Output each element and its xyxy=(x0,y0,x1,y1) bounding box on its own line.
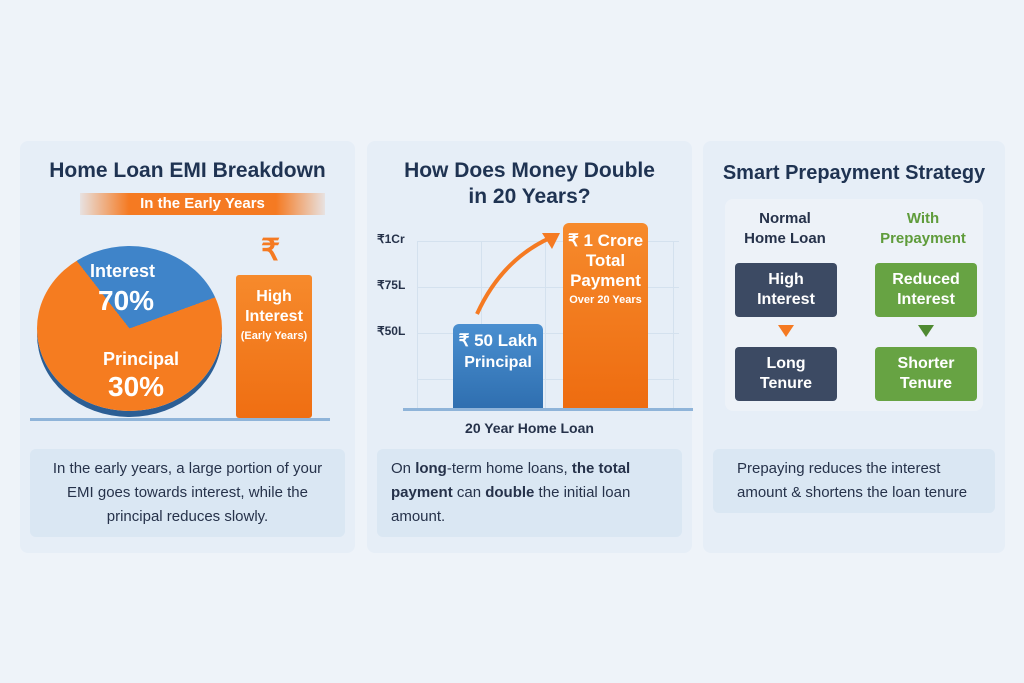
growth-arrow-icon xyxy=(475,233,560,315)
high-interest-bar: High Interest (Early Years) xyxy=(236,275,312,418)
desc-text: -term home loans, xyxy=(446,460,572,477)
bar-line: (Early Years) xyxy=(240,330,308,342)
prepayment-strategy-card: Smart Prepayment Strategy Normal Home Lo… xyxy=(703,141,1005,553)
description: Prepaying reduces the interest amount & … xyxy=(713,449,995,513)
title-line: in 20 Years? xyxy=(468,185,591,208)
early-years-banner: In the Early Years xyxy=(80,193,325,215)
head-line: With xyxy=(906,210,940,227)
desc-text: the initial loan amount. xyxy=(391,484,631,525)
description: On long-term home loans, the total payme… xyxy=(377,449,682,537)
money-double-card: How Does Money Double in 20 Years? ₹1Cr … xyxy=(367,141,693,553)
rupee-icon: ₹ xyxy=(261,234,281,267)
desc-bold: long xyxy=(415,460,447,477)
y-tick: ₹50L xyxy=(377,324,406,338)
baseline xyxy=(30,418,330,421)
comparison-panel: Normal Home Loan With Prepayment High Int… xyxy=(725,199,983,411)
principal-label: Principal xyxy=(103,349,180,369)
bar-label: ₹ 50 Lakh xyxy=(458,331,538,350)
bar-line: Interest xyxy=(245,308,303,325)
y-tick: ₹75L xyxy=(377,278,406,292)
col-head-normal: Normal Home Loan xyxy=(729,209,841,249)
total-payment-bar: ₹ 1 Crore Total Payment Over 20 Years xyxy=(563,223,648,408)
bar-label: Total xyxy=(585,251,626,270)
bar-label: Over 20 Years xyxy=(569,294,642,306)
long-tenure-box: Long Tenure xyxy=(735,347,837,401)
desc-text: On xyxy=(391,460,416,477)
shorter-tenure-box: Shorter Tenure xyxy=(875,347,977,401)
arrow-down-icon xyxy=(778,325,794,337)
bar-label: Principal xyxy=(464,354,532,371)
desc-bold: double xyxy=(485,484,535,501)
bar-label: ₹ 1 Crore xyxy=(567,231,644,250)
col-head-prepay: With Prepayment xyxy=(867,209,979,249)
card-title: How Does Money Double in 20 Years? xyxy=(367,158,692,210)
head-line: Home Loan xyxy=(744,230,826,247)
interest-label: Interest xyxy=(90,261,156,281)
interest-pct: 70% xyxy=(98,285,155,316)
bar-line: High xyxy=(256,288,292,305)
y-tick: ₹1Cr xyxy=(377,232,405,246)
x-axis-label: 20 Year Home Loan xyxy=(465,420,594,436)
description: In the early years, a large portion of y… xyxy=(30,449,345,537)
head-line: Normal xyxy=(759,210,811,227)
emi-breakdown-card: Home Loan EMI Breakdown In the Early Yea… xyxy=(20,141,355,553)
head-line: Prepayment xyxy=(880,230,966,247)
desc-bold: the total payment xyxy=(391,460,631,501)
bar-label: Payment xyxy=(570,271,641,290)
x-axis xyxy=(403,408,693,411)
desc-text: can xyxy=(452,484,486,501)
arrow-down-icon xyxy=(918,325,934,337)
reduced-interest-box: Reduced Interest xyxy=(875,263,977,317)
card-title: Home Loan EMI Breakdown xyxy=(49,159,326,182)
card-title: Smart Prepayment Strategy xyxy=(722,162,986,184)
high-interest-box: High Interest xyxy=(735,263,837,317)
emi-pie-chart xyxy=(37,246,222,411)
principal-bar: ₹ 50 Lakh Principal xyxy=(453,324,543,408)
title-line: How Does Money Double xyxy=(404,159,655,182)
principal-pct: 30% xyxy=(108,371,165,402)
